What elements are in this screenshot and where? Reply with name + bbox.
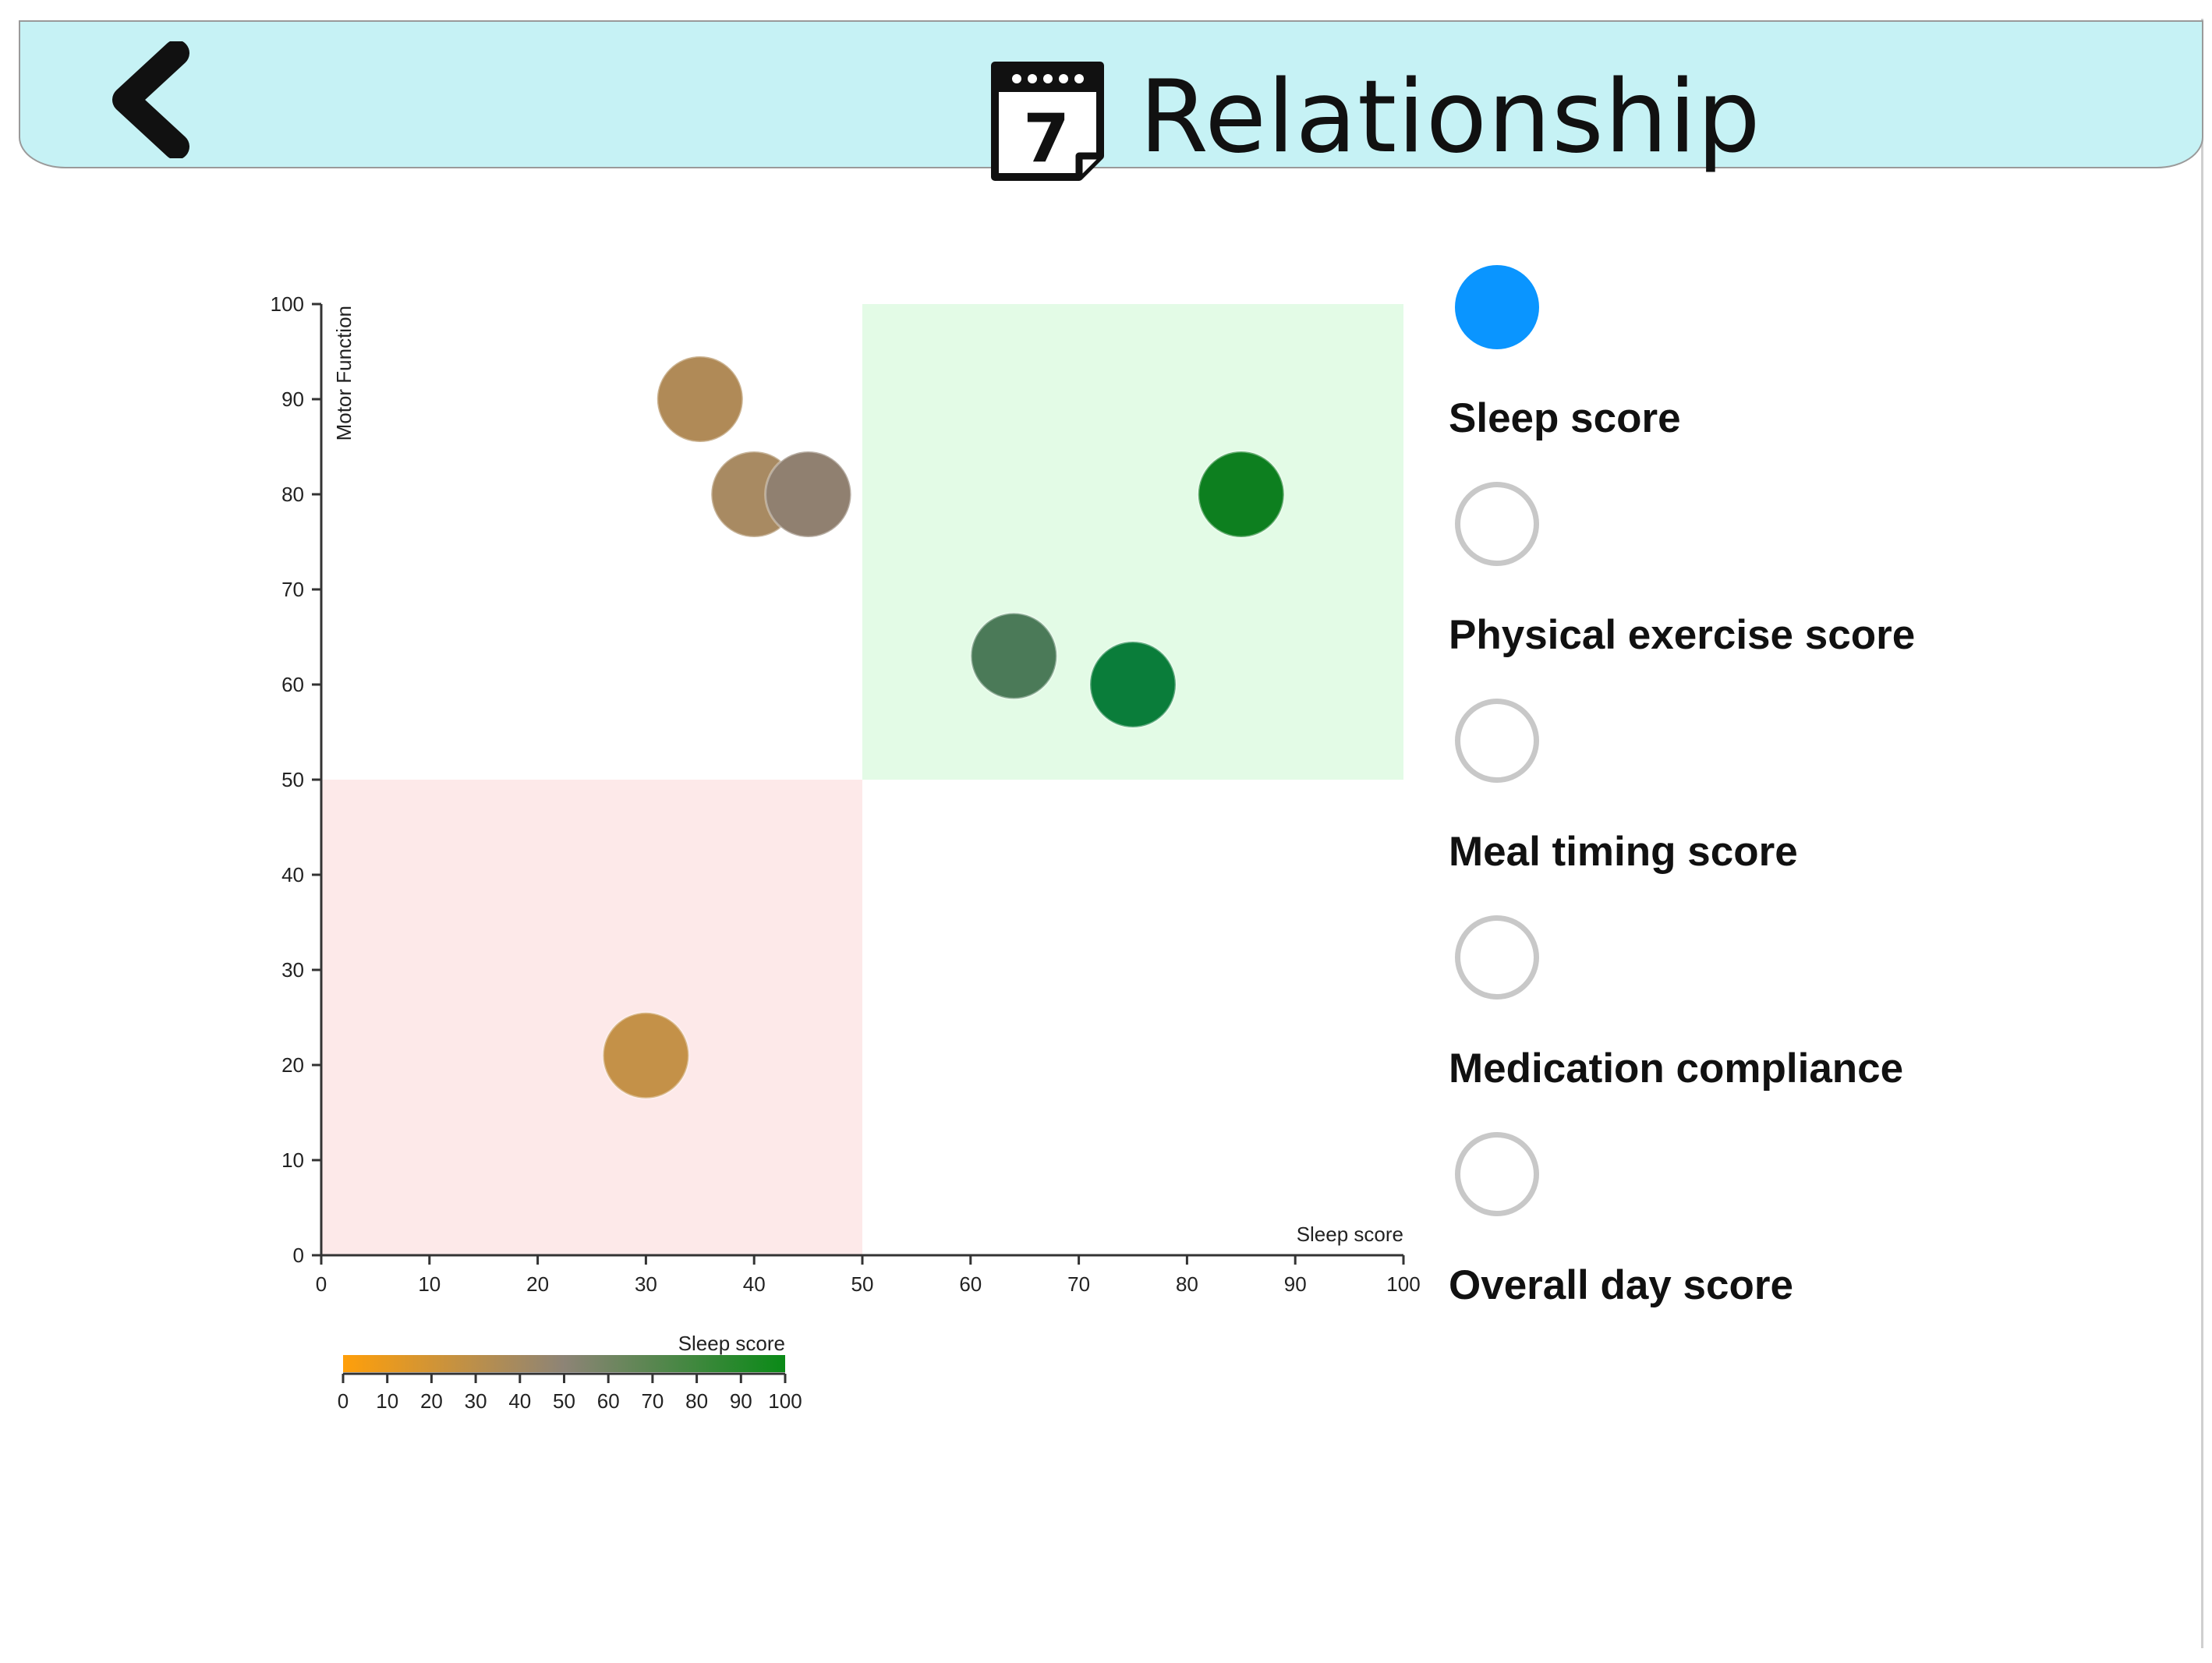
y-tick-label: 30 xyxy=(281,958,304,982)
data-point[interactable] xyxy=(1197,450,1286,539)
color-scale-label: Sleep score xyxy=(678,1332,785,1355)
color-scale-tick-label: 40 xyxy=(508,1389,531,1413)
x-tick-label: 60 xyxy=(959,1272,982,1296)
radio-selected-icon[interactable] xyxy=(1455,265,1539,349)
x-tick-label: 10 xyxy=(418,1272,441,1296)
chart-points xyxy=(601,355,1286,1100)
poor-quadrant xyxy=(321,780,862,1255)
y-axis-label: Motor Function xyxy=(332,306,356,441)
x-tick-label: 20 xyxy=(526,1272,549,1296)
y-tick-label: 80 xyxy=(281,483,304,506)
x-tick-label: 0 xyxy=(316,1272,327,1296)
radio-unselected-icon[interactable] xyxy=(1455,915,1539,1000)
y-tick-label: 50 xyxy=(281,768,304,791)
data-point[interactable] xyxy=(601,1011,690,1100)
legend-item-physical-exercise-score[interactable]: Physical exercise score xyxy=(1449,482,1994,677)
x-tick-label: 70 xyxy=(1067,1272,1090,1296)
x-tick-label: 90 xyxy=(1284,1272,1307,1296)
legend-item-meal-timing-score[interactable]: Meal timing score xyxy=(1449,699,1994,893)
color-scale-tick-label: 80 xyxy=(685,1389,708,1413)
y-tick-label: 20 xyxy=(281,1053,304,1077)
page-frame xyxy=(19,19,2203,1648)
chevron-left-icon xyxy=(112,40,189,160)
x-tick-label: 40 xyxy=(743,1272,766,1296)
y-tick-label: 70 xyxy=(281,578,304,601)
y-tick-label: 60 xyxy=(281,673,304,696)
scatter-chart: 0 10 20 30 40 50 60 70 80 90 100010203040506070809… xyxy=(271,292,1421,1413)
data-point[interactable] xyxy=(764,450,853,539)
x-tick-label: 80 xyxy=(1176,1272,1198,1296)
color-scale-legend: Sleep score 0 10 20 30 40 50 60 70 80 90 100 xyxy=(338,1332,802,1413)
legend-item-sleep-score[interactable]: Sleep score xyxy=(1449,265,1994,460)
color-scale-tick-label: 90 xyxy=(730,1389,752,1413)
radio-unselected-icon[interactable] xyxy=(1455,1132,1539,1216)
legend-item-overall-day-score[interactable]: Overall day score xyxy=(1449,1132,1994,1327)
legend-label: Physical exercise score xyxy=(1449,612,1916,658)
y-tick-label: 100 xyxy=(271,292,304,316)
y-tick-label: 40 xyxy=(281,863,304,886)
color-scale-tick-label: 20 xyxy=(420,1389,443,1413)
color-scale-tick-label: 60 xyxy=(597,1389,620,1413)
legend-label: Overall day score xyxy=(1449,1262,1793,1308)
data-point[interactable] xyxy=(656,355,745,444)
color-scale-tick-label: 70 xyxy=(641,1389,664,1413)
chart-regions xyxy=(321,304,1403,1255)
data-point[interactable] xyxy=(969,611,1058,700)
legend-label: Sleep score xyxy=(1449,395,1681,441)
calendar-icon: 7 xyxy=(987,48,1108,181)
x-tick-label: 100 xyxy=(1386,1272,1420,1296)
x-tick-label: 50 xyxy=(851,1272,874,1296)
legend-label: Meal timing score xyxy=(1449,829,1798,875)
x-tick-label: 30 xyxy=(635,1272,657,1296)
color-scale-tick-label: 30 xyxy=(465,1389,487,1413)
y-tick-label: 0 xyxy=(293,1244,304,1267)
color-scale-tick-label: 0 xyxy=(338,1389,349,1413)
y-tick-label: 90 xyxy=(281,387,304,411)
color-scale-tick-label: 50 xyxy=(553,1389,575,1413)
header-bar: 7 Relationship xyxy=(19,20,2203,181)
chart-axes: 0 10 20 30 40 50 60 70 80 90 100 0 10 20 30 40 50 60 70 80 9… xyxy=(271,292,1421,1296)
radio-unselected-icon[interactable] xyxy=(1455,482,1539,566)
x-axis-label: Sleep score xyxy=(1297,1222,1403,1246)
data-point[interactable] xyxy=(1088,640,1177,729)
color-scale-ticks: 0 10 20 30 40 50 60 70 80 90 100 xyxy=(338,1372,802,1413)
color-scale-tick-label: 10 xyxy=(376,1389,398,1413)
color-scale-bar xyxy=(343,1355,785,1372)
legend-label: Medication compliance xyxy=(1449,1046,1904,1092)
page-title: Relationship xyxy=(1139,59,1761,175)
color-scale-tick-label: 100 xyxy=(768,1389,802,1413)
radio-unselected-icon[interactable] xyxy=(1455,699,1539,783)
calendar-day: 7 xyxy=(1023,100,1070,178)
legend-item-medication-compliance[interactable]: Medication compliance xyxy=(1449,915,1994,1110)
back-button[interactable] xyxy=(102,40,204,160)
y-tick-label: 10 xyxy=(281,1148,304,1172)
